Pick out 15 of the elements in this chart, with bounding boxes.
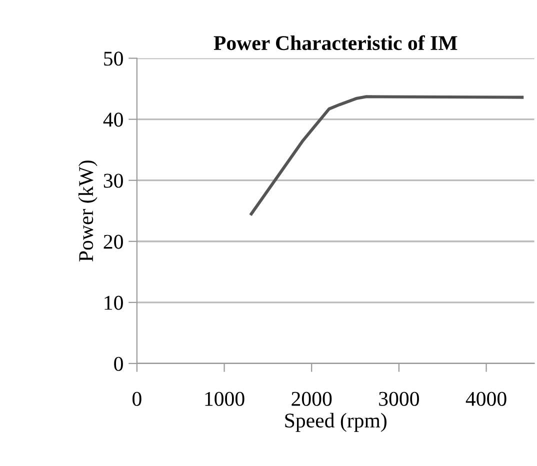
x-tick-label: 4000 [466,392,506,406]
x-axis-title: Speed (rpm) [285,412,386,432]
y-tick-label: 50 [104,52,123,66]
line-series [250,95,524,216]
y-tick-label: 10 [104,296,123,310]
y-tick-label: 0 [114,356,123,371]
x-tick-label: 3000 [379,392,419,406]
x-tick-label: 2000 [292,392,332,406]
x-tick-label: 1000 [205,392,244,406]
x-tick-label: 0 [132,392,142,406]
y-axis-title: Power (kW) [78,160,98,262]
y-tick-label: 40 [103,112,123,127]
y-tick-label: 20 [104,234,123,249]
chart-title: Power Characteristic of IM [214,35,458,50]
y-tick-label: 30 [104,174,123,188]
